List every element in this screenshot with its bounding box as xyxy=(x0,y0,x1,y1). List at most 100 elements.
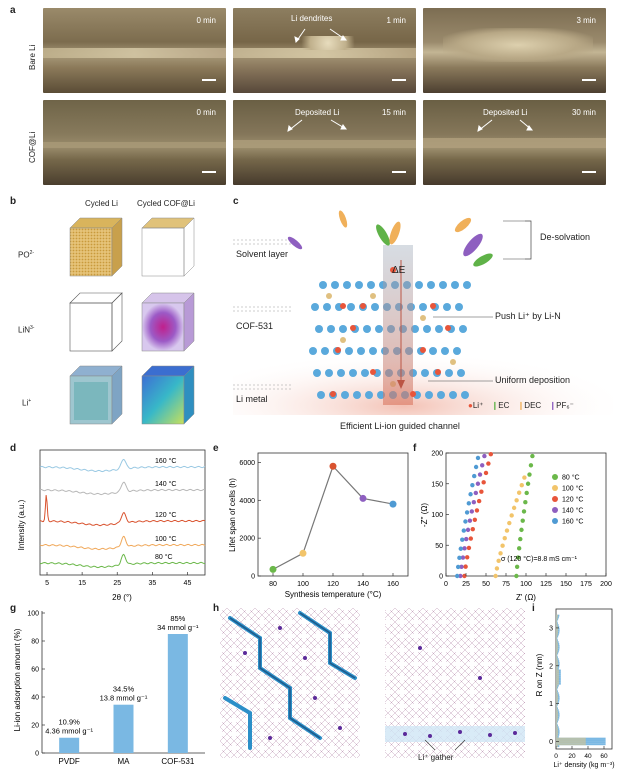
density-bar-alt xyxy=(556,663,559,666)
nyquist-point xyxy=(464,555,470,560)
nyquist-point xyxy=(527,472,532,477)
series-line xyxy=(39,553,206,569)
density-bar-alt xyxy=(556,699,558,702)
nyquist-point xyxy=(477,472,483,477)
category-label: COF-531 xyxy=(161,757,194,766)
label-cof-531: COF-531 xyxy=(236,321,274,331)
x-tick-label: 15 xyxy=(78,580,86,587)
density-bar-alt xyxy=(556,713,559,715)
density-bar-alt xyxy=(556,707,558,710)
density-bar-alt xyxy=(556,686,558,689)
time-label: 1 min xyxy=(386,16,406,25)
legend-marker xyxy=(552,518,558,524)
y-tick-label: 2000 xyxy=(239,536,255,543)
y-tick-label: 80 xyxy=(31,639,39,646)
y-tick-label: 6000 xyxy=(239,460,255,467)
panel-label-d: d xyxy=(10,443,17,454)
nyquist-point xyxy=(530,453,535,459)
label-push-li: Push Li⁺ by Li-N xyxy=(495,311,561,321)
nyquist-point xyxy=(504,528,510,533)
density-bar-alt xyxy=(556,745,558,748)
scale-bar xyxy=(582,79,596,81)
nyquist-point xyxy=(525,481,531,486)
density-bar-alt xyxy=(556,720,558,723)
series-line xyxy=(39,495,206,527)
x-tick-label: 45 xyxy=(184,580,192,587)
nyquist-point xyxy=(468,536,474,541)
time-label: 0 min xyxy=(196,108,216,117)
x-tick-label: 0 xyxy=(444,581,448,588)
density-bar-alt xyxy=(556,627,559,630)
micrograph-bare-1min: Li dendrites 1 min xyxy=(233,8,416,93)
nyquist-point xyxy=(524,490,529,496)
nyquist-point xyxy=(500,543,505,548)
nyquist-point xyxy=(502,535,507,541)
micrograph-cof-0min: 0 min xyxy=(43,100,226,185)
row-label-lin: LiN3- xyxy=(18,325,35,335)
row-label-li: Li+ xyxy=(22,398,32,408)
panel-label-i: i xyxy=(532,603,535,614)
density-bar-alt xyxy=(556,669,559,672)
micrograph-cof-30min: Deposited Li 30 min xyxy=(423,100,606,185)
y-tick-label: 0 xyxy=(251,574,255,581)
series-label: 140 °C xyxy=(155,480,176,488)
nyquist-point xyxy=(518,536,523,542)
density-bar-alt xyxy=(556,633,558,636)
legend-marker xyxy=(552,485,558,491)
panel-label-g: g xyxy=(10,603,17,614)
y-tick-label: 60 xyxy=(31,667,39,674)
snapshot-cof531 xyxy=(220,608,360,758)
nyquist-point xyxy=(457,555,462,561)
x-tick-label: 175 xyxy=(580,581,592,588)
nyquist-point xyxy=(494,566,500,571)
label-solvent-layer: Solvent layer xyxy=(236,249,289,259)
y-tick-label: 50 xyxy=(435,543,443,550)
density-bar-alt xyxy=(556,743,586,746)
nyquist-point xyxy=(496,558,501,564)
schematic-c xyxy=(233,210,613,415)
nyquist-point xyxy=(488,452,493,457)
nyquist-point xyxy=(455,573,460,579)
caption-channel: Efficient Li-ion guided channel xyxy=(340,421,460,431)
category-label: MA xyxy=(118,757,131,766)
nyquist-point xyxy=(469,509,475,514)
scale-bar xyxy=(392,79,406,81)
mmol-label: 4.36 mmol g⁻¹ xyxy=(45,727,93,736)
legend-label: 140 °C xyxy=(562,507,583,515)
x-tick-label: 125 xyxy=(540,581,552,588)
nyquist-point xyxy=(521,509,527,514)
nyquist-point xyxy=(459,564,464,569)
density-bar-alt xyxy=(556,652,558,655)
cube-li-cycled-li xyxy=(69,365,123,425)
density-bar-alt xyxy=(556,716,558,719)
density-bar-alt xyxy=(556,635,558,638)
nyquist-point xyxy=(472,517,478,522)
density-bar-alt xyxy=(556,688,557,691)
nyquist-point xyxy=(466,545,472,551)
legend-marker xyxy=(552,507,558,513)
nyquist-point xyxy=(460,555,466,560)
mmol-label: 34 mmol g⁻¹ xyxy=(157,623,199,632)
density-bar-alt xyxy=(556,711,558,714)
nyquist-point xyxy=(466,501,472,506)
scale-bar xyxy=(202,171,216,173)
label-desolvation: De-solvation xyxy=(540,232,591,242)
panel-label-c: c xyxy=(233,196,239,207)
density-bar-alt xyxy=(556,641,558,644)
annotation-li-gather: Li⁺ gather xyxy=(418,753,454,762)
nyquist-point xyxy=(514,564,520,569)
nyquist-point xyxy=(458,546,463,551)
cube-po-cycled-cof xyxy=(141,217,195,277)
xlabel-f: Z' (Ω) xyxy=(516,593,536,602)
density-bar-alt xyxy=(556,667,558,670)
density-bar-alt xyxy=(556,631,559,634)
pct-label: 34.5% xyxy=(113,685,135,694)
label-li-metal: Li metal xyxy=(236,394,268,404)
nyquist-point xyxy=(475,481,481,486)
lifespan-point xyxy=(299,549,307,557)
col-header-cycled-cof-li: Cycled COF@Li xyxy=(137,199,195,208)
nyquist-point xyxy=(507,520,512,526)
nyquist-point xyxy=(516,490,522,495)
y-tick-label: 4000 xyxy=(239,498,255,505)
legend-label: 120 °C xyxy=(562,496,583,504)
